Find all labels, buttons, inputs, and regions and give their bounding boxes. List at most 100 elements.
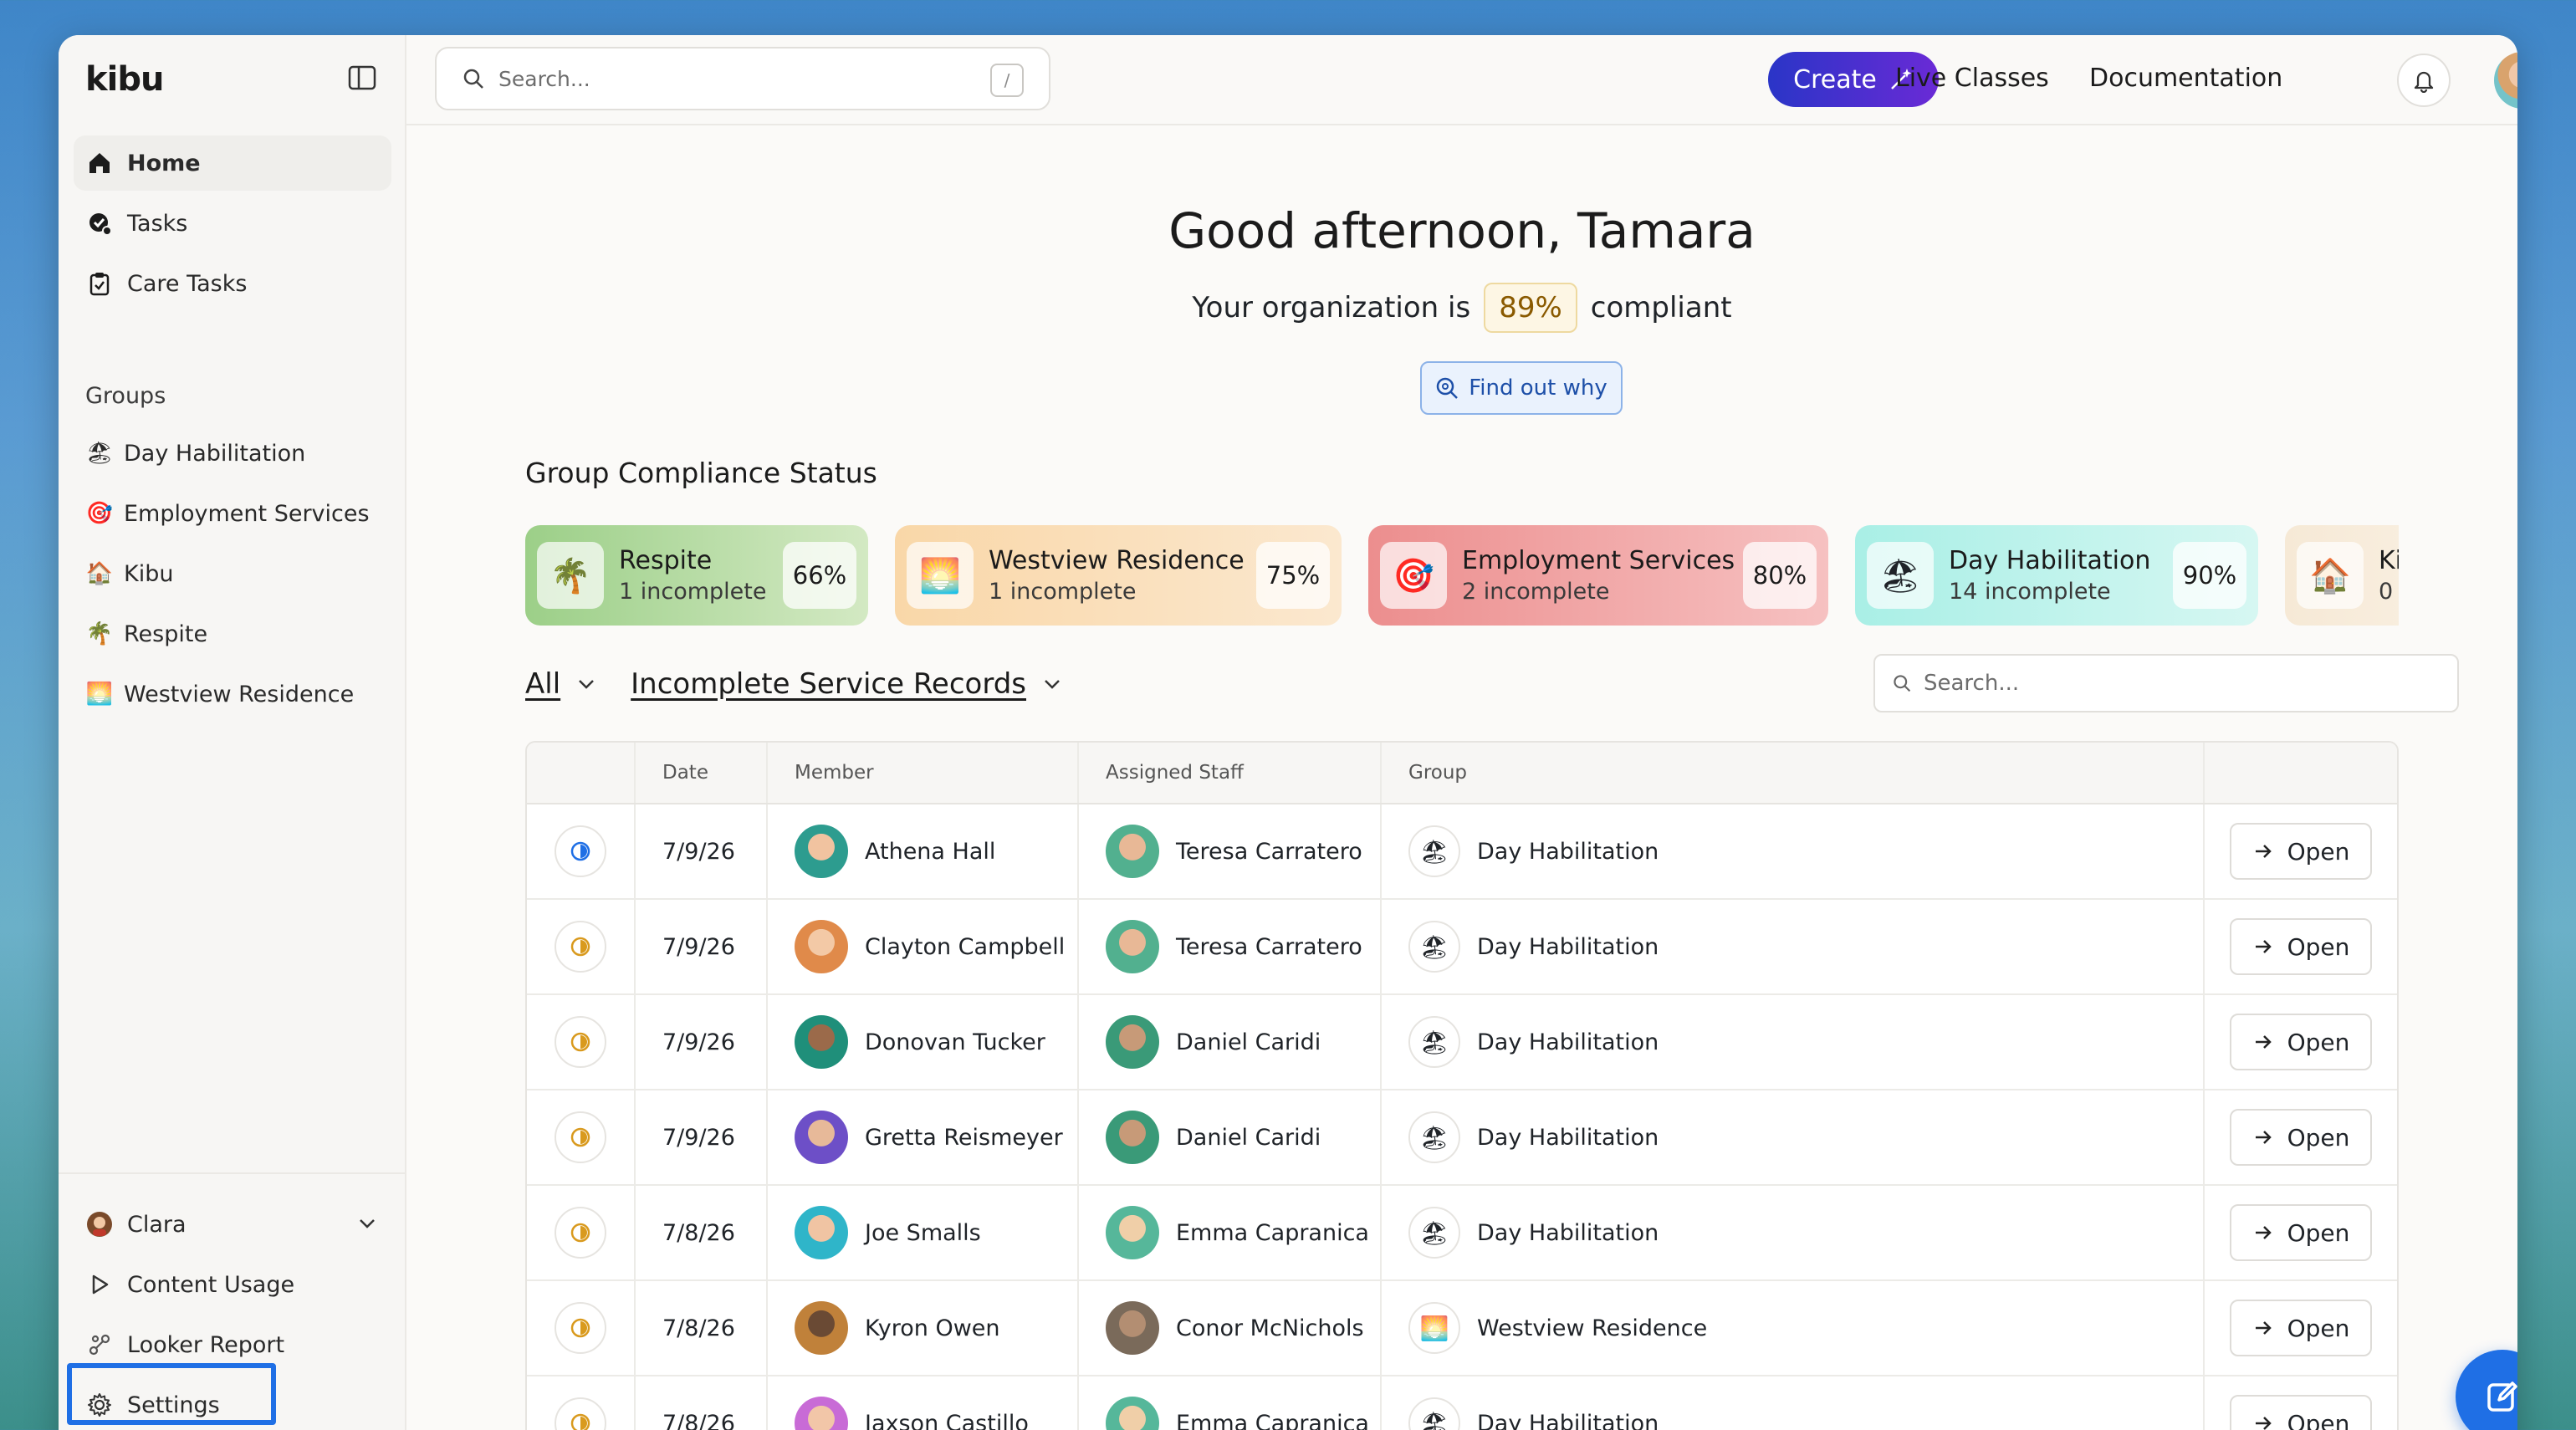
table-row[interactable]: 7/9/26 Athena Hall Teresa Carratero 🏖 Da… <box>527 804 2397 900</box>
settings-link[interactable]: Settings <box>59 1375 405 1430</box>
member-cell[interactable]: Donovan Tucker <box>768 995 1079 1089</box>
filter-all-dropdown[interactable]: All <box>525 667 561 701</box>
group-label: Employment Services <box>124 500 370 527</box>
status-indicator-icon <box>555 825 606 877</box>
group-cell[interactable]: 🏖 Day Habilitation <box>1382 1186 2205 1279</box>
staff-cell[interactable]: Conor McNichols <box>1079 1281 1382 1375</box>
search-shortcut-hint: / <box>990 64 1024 97</box>
nav-item-tasks[interactable]: Tasks <box>74 196 391 251</box>
column-header-group[interactable]: Group <box>1382 743 2205 803</box>
date-cell: 7/9/26 <box>636 900 768 993</box>
group-cell[interactable]: 🏖 Day Habilitation <box>1382 1090 2205 1184</box>
account-switcher[interactable]: Clara <box>59 1194 405 1254</box>
staff-cell[interactable]: Emma Capranica <box>1079 1376 1382 1430</box>
group-cell[interactable]: 🏖 Day Habilitation <box>1382 900 2205 993</box>
staff-cell[interactable]: Daniel Caridi <box>1079 995 1382 1089</box>
settings-highlight-box <box>67 1363 276 1425</box>
table-row[interactable]: 7/9/26 Gretta Reismeyer Daniel Caridi 🏖 … <box>527 1090 2397 1186</box>
documentation-link[interactable]: Documentation <box>2089 64 2283 93</box>
sidebar-group-respite[interactable]: 🌴 Respite <box>74 604 391 664</box>
member-avatar <box>795 1397 848 1430</box>
table-row[interactable]: 7/8/26 Joe Smalls Emma Capranica 🏖 Day H… <box>527 1186 2397 1281</box>
chevron-down-icon[interactable] <box>575 673 597 695</box>
compliance-prefix: Your organization is <box>1192 291 1471 324</box>
staff-cell[interactable]: Emma Capranica <box>1079 1186 1382 1279</box>
open-button[interactable]: Open <box>2230 1300 2372 1356</box>
open-button[interactable]: Open <box>2230 1395 2372 1430</box>
column-header-member[interactable]: Member <box>768 743 1079 803</box>
table-search-input[interactable]: Search... <box>1873 654 2459 712</box>
member-cell[interactable]: Kyron Owen <box>768 1281 1079 1375</box>
compliance-card-day-habilitation[interactable]: 🏖 Day Habilitation 14 incomplete 90% <box>1855 525 2258 626</box>
brand-logo[interactable]: kibu <box>85 60 164 99</box>
sidebar-toggle-icon[interactable] <box>348 65 376 90</box>
date-cell: 7/9/26 <box>636 995 768 1089</box>
open-button[interactable]: Open <box>2230 823 2372 880</box>
group-cell[interactable]: 🌅 Westview Residence <box>1382 1281 2205 1375</box>
group-label: Westview Residence <box>124 681 355 707</box>
arrow-right-icon <box>2255 940 2272 953</box>
looker-report-link[interactable]: Looker Report <box>59 1315 405 1375</box>
group-name: Day Habilitation <box>1477 1124 1659 1151</box>
sidebar-group-westview-residence[interactable]: 🌅 Westview Residence <box>74 664 391 724</box>
member-cell[interactable]: Clayton Campbell <box>768 900 1079 993</box>
group-cell[interactable]: 🏖 Day Habilitation <box>1382 995 2205 1089</box>
member-avatar <box>795 1015 848 1069</box>
staff-cell[interactable]: Daniel Caridi <box>1079 1090 1382 1184</box>
open-button[interactable]: Open <box>2230 918 2372 975</box>
sunrise-icon: 🌅 <box>907 542 974 609</box>
table-row[interactable]: 7/9/26 Donovan Tucker Daniel Caridi 🏖 Da… <box>527 995 2397 1090</box>
status-indicator-icon <box>555 1302 606 1354</box>
tasks-icon <box>85 209 114 237</box>
service-records-table: Date Member Assigned Staff Group 7/9/26 … <box>525 741 2399 1430</box>
member-name: Jaxson Castillo <box>865 1410 1029 1430</box>
status-indicator-icon <box>555 1397 606 1430</box>
chevron-down-icon[interactable] <box>1041 673 1063 695</box>
group-cell[interactable]: 🏖 Day Habilitation <box>1382 804 2205 898</box>
staff-cell[interactable]: Teresa Carratero <box>1079 900 1382 993</box>
sidebar-group-kibu[interactable]: 🏠 Kibu <box>74 544 391 604</box>
member-cell[interactable]: Joe Smalls <box>768 1186 1079 1279</box>
filter-records-dropdown[interactable]: Incomplete Service Records <box>631 667 1027 701</box>
column-header-staff[interactable]: Assigned Staff <box>1079 743 1382 803</box>
group-cell[interactable]: 🏖 Day Habilitation <box>1382 1376 2205 1430</box>
member-cell[interactable]: Jaxson Castillo <box>768 1376 1079 1430</box>
sidebar-group-day-habilitation[interactable]: 🏖 Day Habilitation <box>74 423 391 483</box>
group-name: Day Habilitation <box>1477 1410 1659 1430</box>
compliance-card-employment-services[interactable]: 🎯 Employment Services 2 incomplete 80% <box>1368 525 1828 626</box>
find-out-why-button[interactable]: Find out why <box>1420 361 1623 415</box>
live-classes-link[interactable]: Live Classes <box>1895 64 2049 93</box>
create-button[interactable]: Create <box>1768 52 1939 107</box>
compliance-card-kibu[interactable]: 🏠 Ki 0 i <box>2285 525 2399 626</box>
groups-heading: Groups <box>85 383 166 409</box>
global-search-input[interactable]: Search... / <box>435 47 1050 110</box>
user-avatar[interactable] <box>2494 52 2517 109</box>
open-button[interactable]: Open <box>2230 1109 2372 1166</box>
nav-item-label: Tasks <box>127 210 188 237</box>
open-button[interactable]: Open <box>2230 1204 2372 1261</box>
staff-cell[interactable]: Teresa Carratero <box>1079 804 1382 898</box>
compliance-card-westview-residence[interactable]: 🌅 Westview Residence 1 incomplete 75% <box>895 525 1342 626</box>
action-cell: Open <box>2205 1281 2397 1375</box>
sidebar-group-employment-services[interactable]: 🎯 Employment Services <box>74 483 391 544</box>
member-name: Gretta Reismeyer <box>865 1124 1063 1151</box>
nav-item-care-tasks[interactable]: Care Tasks <box>74 256 391 311</box>
member-cell[interactable]: Athena Hall <box>768 804 1079 898</box>
table-filters: All Incomplete Service Records <box>525 667 1096 701</box>
open-label: Open <box>2287 1314 2350 1342</box>
status-cell <box>527 1186 636 1279</box>
column-header-date[interactable]: Date <box>636 743 768 803</box>
compliance-card-respite[interactable]: 🌴 Respite 1 incomplete 66% <box>525 525 868 626</box>
notifications-button[interactable] <box>2397 54 2451 107</box>
group-icon: 🏖 <box>1408 825 1460 877</box>
compliance-suffix: compliant <box>1590 291 1732 324</box>
member-cell[interactable]: Gretta Reismeyer <box>768 1090 1079 1184</box>
table-row[interactable]: 7/9/26 Clayton Campbell Teresa Carratero… <box>527 900 2397 995</box>
content-usage-link[interactable]: Content Usage <box>59 1254 405 1315</box>
open-button[interactable]: Open <box>2230 1014 2372 1070</box>
nav-item-home[interactable]: Home <box>74 135 391 191</box>
table-row[interactable]: 7/8/26 Kyron Owen Conor McNichols 🌅 West… <box>527 1281 2397 1376</box>
create-label: Create <box>1793 64 1877 94</box>
open-label: Open <box>2287 1409 2350 1430</box>
table-row[interactable]: 7/8/26 Jaxson Castillo Emma Capranica 🏖 … <box>527 1376 2397 1430</box>
